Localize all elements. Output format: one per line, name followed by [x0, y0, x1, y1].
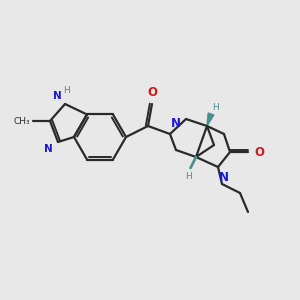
Text: N: N — [219, 171, 229, 184]
Text: O: O — [254, 146, 264, 158]
Text: O: O — [147, 86, 157, 99]
Text: H: H — [63, 86, 69, 95]
Text: N: N — [171, 117, 181, 130]
Text: N: N — [44, 144, 53, 154]
Text: N: N — [53, 91, 62, 101]
Text: H: H — [186, 172, 192, 181]
Text: CH₃: CH₃ — [14, 116, 30, 125]
Text: H: H — [212, 103, 219, 112]
Polygon shape — [207, 113, 214, 126]
